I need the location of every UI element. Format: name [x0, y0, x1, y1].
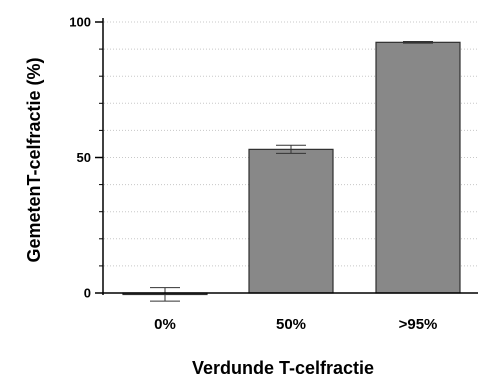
x-tick-label: 0%	[154, 316, 176, 333]
y-tick-label: 50	[77, 150, 91, 165]
bar	[248, 148, 334, 294]
y-axis-title: GemetenT-celfractie (%)	[24, 57, 44, 262]
x-tick-label: 50%	[276, 316, 306, 333]
y-tick-label: 100	[69, 15, 91, 30]
error-bars	[150, 41, 433, 302]
y-tick-label: 0	[84, 286, 91, 301]
bar	[375, 41, 461, 294]
tick-labels: 0 50 100 0% 50% >95%	[69, 15, 437, 334]
bars	[122, 41, 461, 296]
x-tick-label: >95%	[399, 316, 438, 333]
x-axis-title: Verdunde T-celfractie	[192, 358, 374, 378]
axes	[95, 18, 478, 295]
